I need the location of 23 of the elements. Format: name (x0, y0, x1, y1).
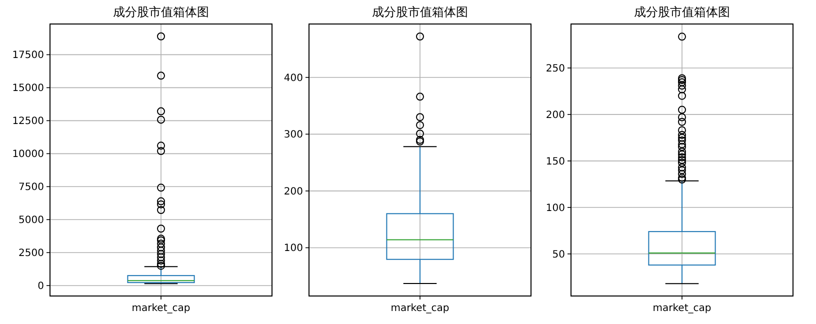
chart-title: 成分股市值箱体图 (634, 5, 730, 19)
y-tick-label: 0 (38, 281, 44, 292)
y-tick-label: 10000 (12, 149, 44, 160)
x-tick-label: market_cap (390, 303, 450, 314)
y-tick-label: 7500 (18, 182, 44, 194)
y-tick-label: 200 (546, 110, 565, 121)
y-tick-label: 50 (552, 249, 565, 260)
y-tick-label: 200 (284, 186, 303, 198)
y-tick-label: 100 (284, 243, 303, 254)
y-tick-label: 15000 (12, 83, 44, 94)
y-tick-label: 5000 (18, 215, 44, 226)
chart-title: 成分股市值箱体图 (372, 5, 468, 19)
y-tick-label: 400 (284, 72, 303, 84)
x-tick-label: market_cap (132, 303, 190, 314)
y-tick-label: 250 (546, 63, 565, 74)
y-tick-label: 17500 (12, 50, 44, 62)
y-tick-label: 300 (284, 130, 303, 141)
y-tick-label: 12500 (12, 116, 44, 128)
chart-title: 成分股市值箱体图 (113, 5, 209, 19)
y-tick-label: 100 (546, 202, 565, 214)
y-tick-label: 2500 (18, 248, 44, 260)
x-tick-label: market_cap (652, 303, 712, 314)
y-tick-label: 150 (546, 156, 565, 168)
